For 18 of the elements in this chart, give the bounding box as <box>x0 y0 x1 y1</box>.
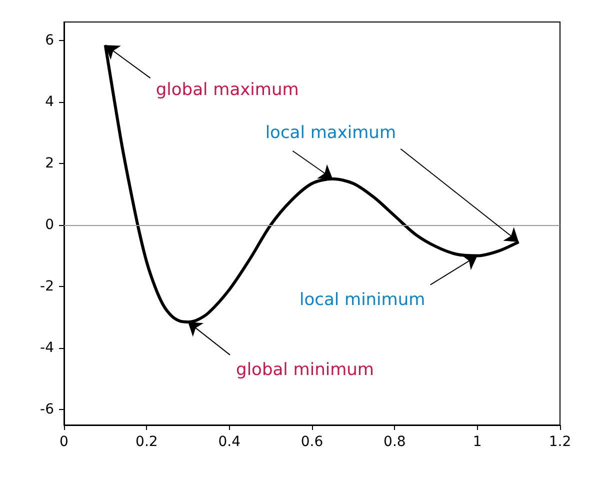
x-tick-label: 0.4 <box>218 434 241 450</box>
y-tick-label: -2 <box>40 278 54 295</box>
y-tick-label: 2 <box>45 156 54 172</box>
y-tick-label: 4 <box>45 94 54 110</box>
x-tick-label: 0.8 <box>384 434 406 450</box>
annotation: global minimum <box>236 360 374 380</box>
y-tick-label: -4 <box>40 340 54 356</box>
annotation: local maximum <box>265 122 396 143</box>
x-tick-label: 1 <box>472 434 482 450</box>
x-tick-label: 0.6 <box>300 434 324 450</box>
y-tick-label: 0 <box>45 217 54 234</box>
y-tick-label: 6 <box>45 32 54 48</box>
x-tick-label: 0 <box>60 434 68 450</box>
y-tick-label: -6 <box>40 402 54 418</box>
annotation: local minimum <box>299 290 426 310</box>
x-tick-label: 1.2 <box>548 434 572 450</box>
x-tick-label: 0.2 <box>136 434 158 450</box>
annotation: global maximum <box>156 80 299 100</box>
